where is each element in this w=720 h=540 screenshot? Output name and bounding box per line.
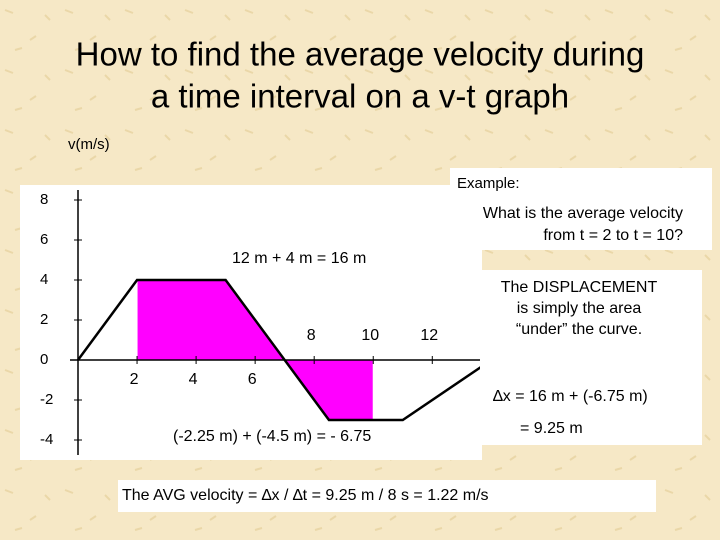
plot: 8 6 4 2 0 -2 -4 2 4 6 8 10 12 — [40, 190, 698, 455]
x-tick-label: 4 — [189, 371, 198, 388]
annotation: ∆x = 16 m + (-6.75 m) — [493, 388, 648, 405]
x-tick-label: 2 — [130, 371, 139, 388]
y-tick-label: -2 — [40, 391, 53, 408]
annotation: Example: — [457, 175, 520, 192]
answer-box — [118, 480, 656, 512]
y-tick-label: 6 — [40, 231, 48, 248]
annotation: is simply the area — [517, 300, 642, 317]
y-tick-label: 8 — [40, 191, 48, 208]
annotation: (-2.25 m) + (-4.5 m) = - 6.75 — [173, 428, 371, 445]
annotation: What is the average velocity — [483, 205, 683, 222]
x-tick-label: 10 — [361, 327, 379, 344]
annotation: = 9.25 m — [520, 420, 583, 437]
velocity-line — [76, 278, 493, 422]
y-axis-label: v(m/s) — [68, 136, 110, 153]
y-tick-label: 0 — [40, 351, 48, 368]
title: a time interval on a v-t graph — [151, 78, 569, 115]
annotation: The AVG velocity = ∆x / ∆t = 9.25 m / 8 … — [122, 487, 489, 504]
note-box — [480, 270, 702, 445]
x-tick-label: 12 — [420, 327, 438, 344]
annotation: 12 m + 4 m = 16 m — [232, 250, 366, 267]
y-tick-label: 4 — [40, 271, 48, 288]
annotation: “under” the curve. — [516, 321, 642, 338]
x-tick-label: 8 — [307, 327, 316, 344]
annotation: from t = 2 to t = 10? — [543, 227, 683, 244]
annotation: The DISPLACEMENT — [501, 279, 658, 296]
title: How to find the average velocity during — [76, 36, 645, 73]
y-tick-label: -4 — [40, 431, 53, 448]
y-tick-label: 2 — [40, 311, 48, 328]
example-box — [450, 168, 712, 250]
x-tick-label: 6 — [248, 371, 257, 388]
